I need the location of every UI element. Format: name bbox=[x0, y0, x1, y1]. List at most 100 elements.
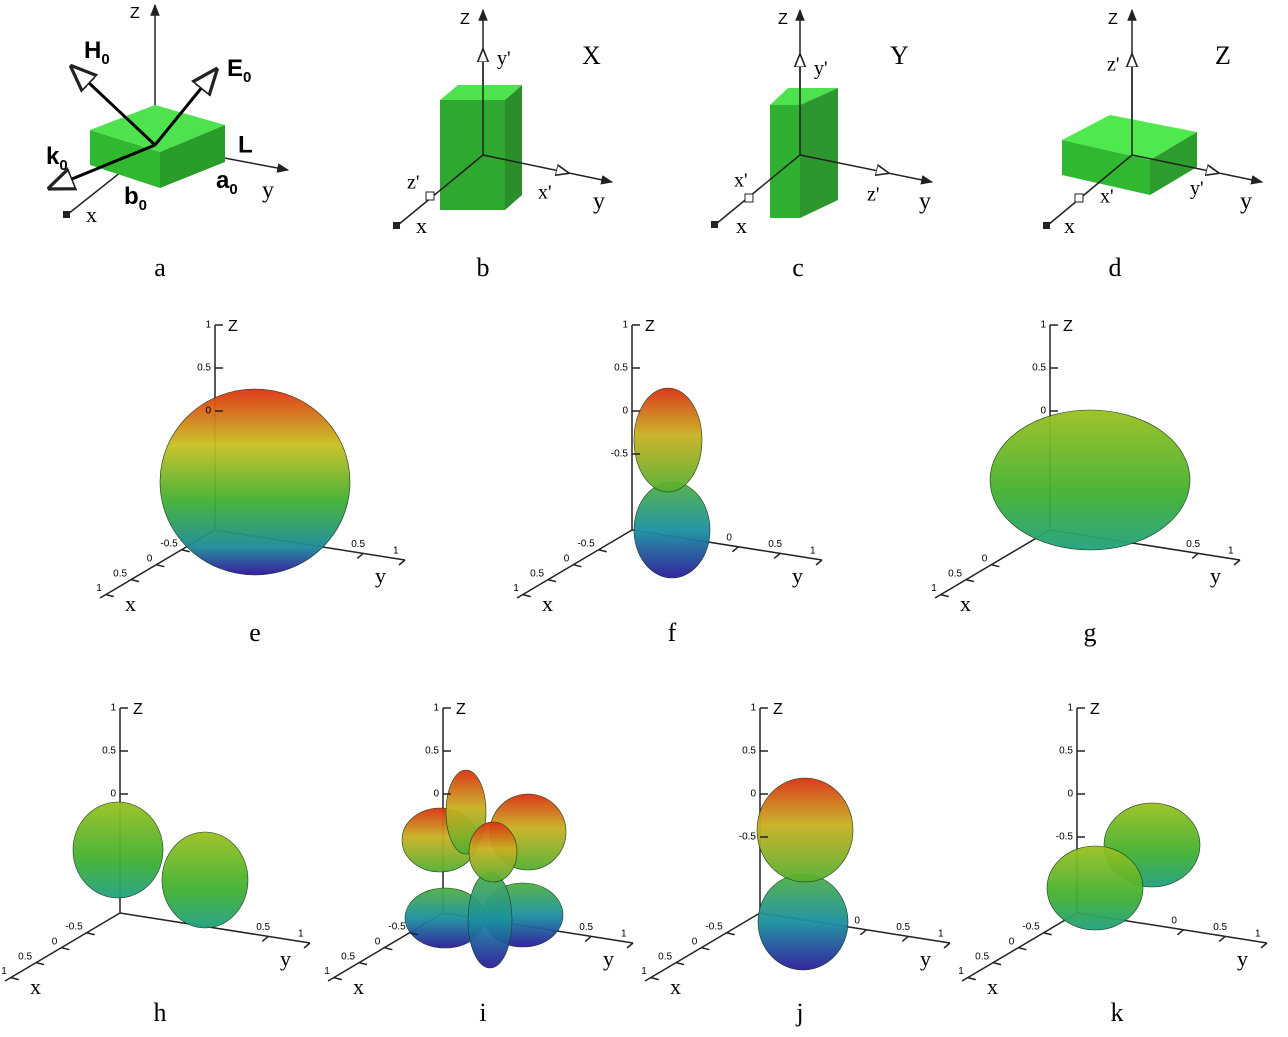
z-tick-label: 0.5 bbox=[1032, 363, 1046, 374]
y-tick-label: 0 bbox=[1171, 915, 1177, 926]
x-tick bbox=[61, 948, 69, 950]
y-label: y bbox=[919, 189, 931, 215]
x-tick bbox=[334, 978, 342, 980]
z-label: Z bbox=[778, 11, 788, 28]
y-tick bbox=[902, 936, 908, 941]
y-tick-label: 1 bbox=[810, 546, 816, 557]
y-tick bbox=[816, 560, 822, 565]
x-tick bbox=[573, 565, 581, 567]
l-label: L bbox=[238, 131, 253, 158]
x-tick-label: 0.5 bbox=[975, 951, 989, 962]
figure: Z H0 E0 k0 L b0 a0 y x a Z y' z' x' X y … bbox=[0, 0, 1288, 1037]
x-label: x bbox=[736, 213, 747, 238]
y-tick bbox=[944, 943, 950, 948]
y-prime-label: y' bbox=[497, 48, 511, 70]
caption: j bbox=[795, 998, 803, 1027]
x-tick bbox=[941, 595, 949, 597]
caption: a bbox=[154, 253, 166, 282]
z-tick-label: 0.5 bbox=[1059, 746, 1073, 757]
z-tick-label: -0.5 bbox=[1056, 832, 1074, 843]
x-prime-label: x' bbox=[1100, 186, 1114, 208]
x-tick bbox=[11, 978, 19, 980]
z-prime-marker bbox=[884, 172, 888, 173]
z-tick-label: 1 bbox=[622, 320, 628, 331]
x-tick-label: 0 bbox=[375, 936, 381, 947]
e-sub: 0 bbox=[243, 69, 251, 86]
x-label: x bbox=[1064, 213, 1075, 238]
z-label: Z bbox=[1108, 11, 1118, 28]
z-label: Z bbox=[133, 701, 143, 718]
y-tick-label: 1 bbox=[393, 546, 399, 557]
k-sub: 0 bbox=[59, 157, 67, 174]
x-tick bbox=[87, 933, 95, 935]
x-axis bbox=[935, 530, 1050, 598]
x-tick bbox=[727, 933, 735, 935]
z-label: Z bbox=[456, 701, 466, 718]
x-label: x bbox=[987, 974, 998, 999]
x-tick-label: 1 bbox=[96, 583, 102, 594]
x-axis-end bbox=[63, 211, 70, 218]
z-label: Z bbox=[1063, 318, 1073, 335]
caption: e bbox=[249, 618, 261, 647]
y-label: y bbox=[920, 946, 931, 971]
x-tick-label: 0.5 bbox=[113, 568, 127, 579]
title: X bbox=[582, 41, 601, 70]
x-tick-label: -0.5 bbox=[705, 921, 723, 932]
z-label: Z bbox=[773, 701, 783, 718]
a-label: a0 bbox=[216, 167, 238, 198]
z-prime-marker bbox=[426, 192, 434, 200]
x-prime-marker bbox=[1075, 194, 1083, 202]
pattern-panel: 10.50-0.510.50-0.500.51Zxyj bbox=[641, 701, 950, 1027]
z-label: Z bbox=[1090, 701, 1100, 718]
z-tick-label: 1 bbox=[1040, 320, 1046, 331]
title: Z bbox=[1215, 41, 1231, 70]
x-tick-label: 1 bbox=[324, 966, 330, 977]
panel-d: Z z' x' y' Z y x d bbox=[1043, 10, 1262, 282]
x-tick-label: 0 bbox=[564, 553, 570, 564]
caption: k bbox=[1111, 998, 1124, 1027]
y-label: y bbox=[792, 563, 803, 588]
x-tick bbox=[106, 595, 114, 597]
x-axis-end bbox=[711, 221, 718, 228]
radiation-lobe bbox=[634, 482, 710, 578]
z-label: Z bbox=[460, 11, 470, 28]
x-tick-label: 0.5 bbox=[341, 951, 355, 962]
radiation-lobe bbox=[73, 802, 163, 898]
z-tick-label: 1 bbox=[433, 703, 439, 714]
y-tick-label: 0.5 bbox=[768, 539, 782, 550]
x-tick-label: 0.5 bbox=[658, 951, 672, 962]
x-tick-label: 0.5 bbox=[18, 951, 32, 962]
y-tick bbox=[1219, 936, 1225, 941]
x-tick bbox=[156, 565, 164, 567]
z-tick-label: 0.5 bbox=[614, 363, 628, 374]
z-prime-label: z' bbox=[407, 172, 419, 194]
x-tick-label: 1 bbox=[958, 966, 964, 977]
x-tick-label: 1 bbox=[641, 966, 647, 977]
y-tick-label: 1 bbox=[1228, 546, 1234, 557]
y-tick-label: 1 bbox=[1255, 929, 1261, 940]
y-label: y bbox=[262, 178, 274, 204]
box-side bbox=[505, 85, 522, 210]
panel-a: Z H0 E0 k0 L b0 a0 y x a bbox=[46, 5, 288, 282]
x-tick-label: -0.5 bbox=[577, 538, 595, 549]
y-tick-label: 0.5 bbox=[1186, 539, 1200, 550]
x-tick bbox=[968, 978, 976, 980]
y-tick bbox=[732, 547, 738, 552]
z-tick-label: 0 bbox=[1040, 406, 1046, 417]
y-tick bbox=[262, 936, 268, 941]
z-tick-label: 0 bbox=[205, 406, 211, 417]
y-prime-marker bbox=[1214, 172, 1218, 173]
y-tick-label: 0.5 bbox=[256, 922, 270, 933]
y-tick-label: 0 bbox=[726, 532, 732, 543]
x-label: x bbox=[30, 974, 41, 999]
caption: f bbox=[668, 618, 677, 647]
x-tick-label: 1 bbox=[931, 583, 937, 594]
h-sub: 0 bbox=[101, 51, 109, 68]
caption: c bbox=[792, 253, 804, 282]
b-sub: 0 bbox=[139, 197, 147, 214]
z-tick-label: 0.5 bbox=[102, 746, 116, 757]
z-tick-label: 0 bbox=[110, 789, 116, 800]
y-tick-label: 0.5 bbox=[1213, 922, 1227, 933]
z-tick-label: -0.5 bbox=[739, 832, 757, 843]
